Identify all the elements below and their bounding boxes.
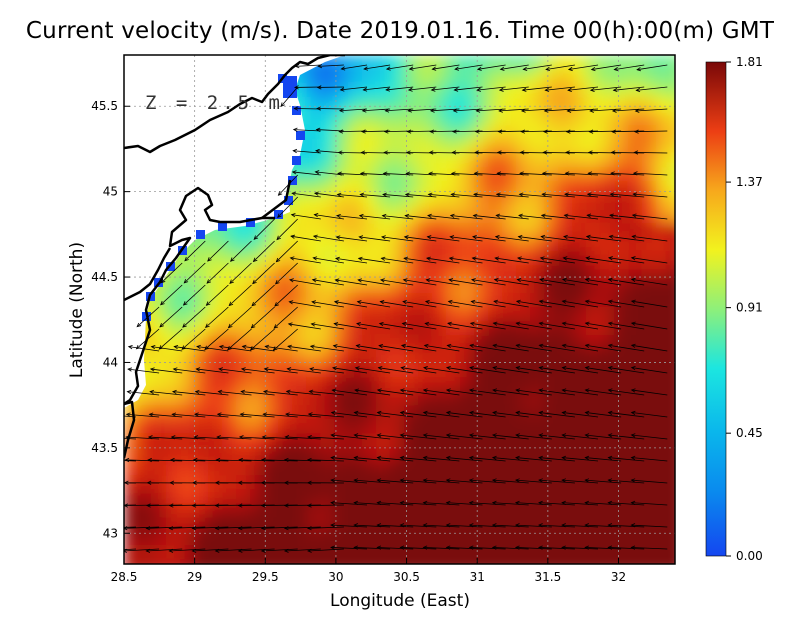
colorbar-label: 0.91 [736,301,763,315]
colorbar-label: 1.37 [736,175,763,189]
y-tick-label: 45.5 [91,99,118,113]
x-tick-label: 28.5 [111,570,138,584]
x-tick-label: 32 [611,570,626,584]
x-tick-label: 30 [328,570,343,584]
y-axis-title: Latitude (North) [67,242,87,378]
colorbar-label: 1.81 [736,55,763,69]
x-tick-label: 29 [187,570,202,584]
y-tick-label: 45 [103,185,118,199]
x-tick-label: 30.5 [393,570,420,584]
colorbar-label: 0.45 [736,426,763,440]
y-axis-ticks: 43 43.5 44 44.5 45 45.5 [91,99,130,540]
land-mask [124,55,345,408]
colorbar-ramp [705,61,727,557]
map-title: Current velocity (m/s). Date 2019.01.16.… [25,18,775,44]
y-tick-label: 44.5 [91,270,118,284]
y-tick-label: 44 [103,355,118,369]
x-tick-label: 29.5 [252,570,279,584]
x-tick-label: 31 [470,570,485,584]
coastline [124,55,345,459]
current-vectors [124,64,668,553]
depth-label: Z = 2.5 m [145,92,284,114]
y-tick-label: 43 [103,526,118,540]
grid-lines [124,55,675,564]
x-axis-ticks: 28.5 29 29.5 30 30.5 31 31.5 32 [111,558,626,584]
colorbar-labels: 0.00 0.45 0.91 1.37 1.81 [726,55,763,563]
colorbar: 0.00 0.45 0.91 1.37 1.81 [705,55,763,563]
x-tick-label: 31.5 [534,570,561,584]
plot-frame [123,54,676,565]
colorbar-label: 0.00 [736,549,763,563]
x-axis-title: Longitude (East) [330,591,470,611]
plot-area [124,55,675,564]
y-tick-label: 43.5 [91,441,118,455]
